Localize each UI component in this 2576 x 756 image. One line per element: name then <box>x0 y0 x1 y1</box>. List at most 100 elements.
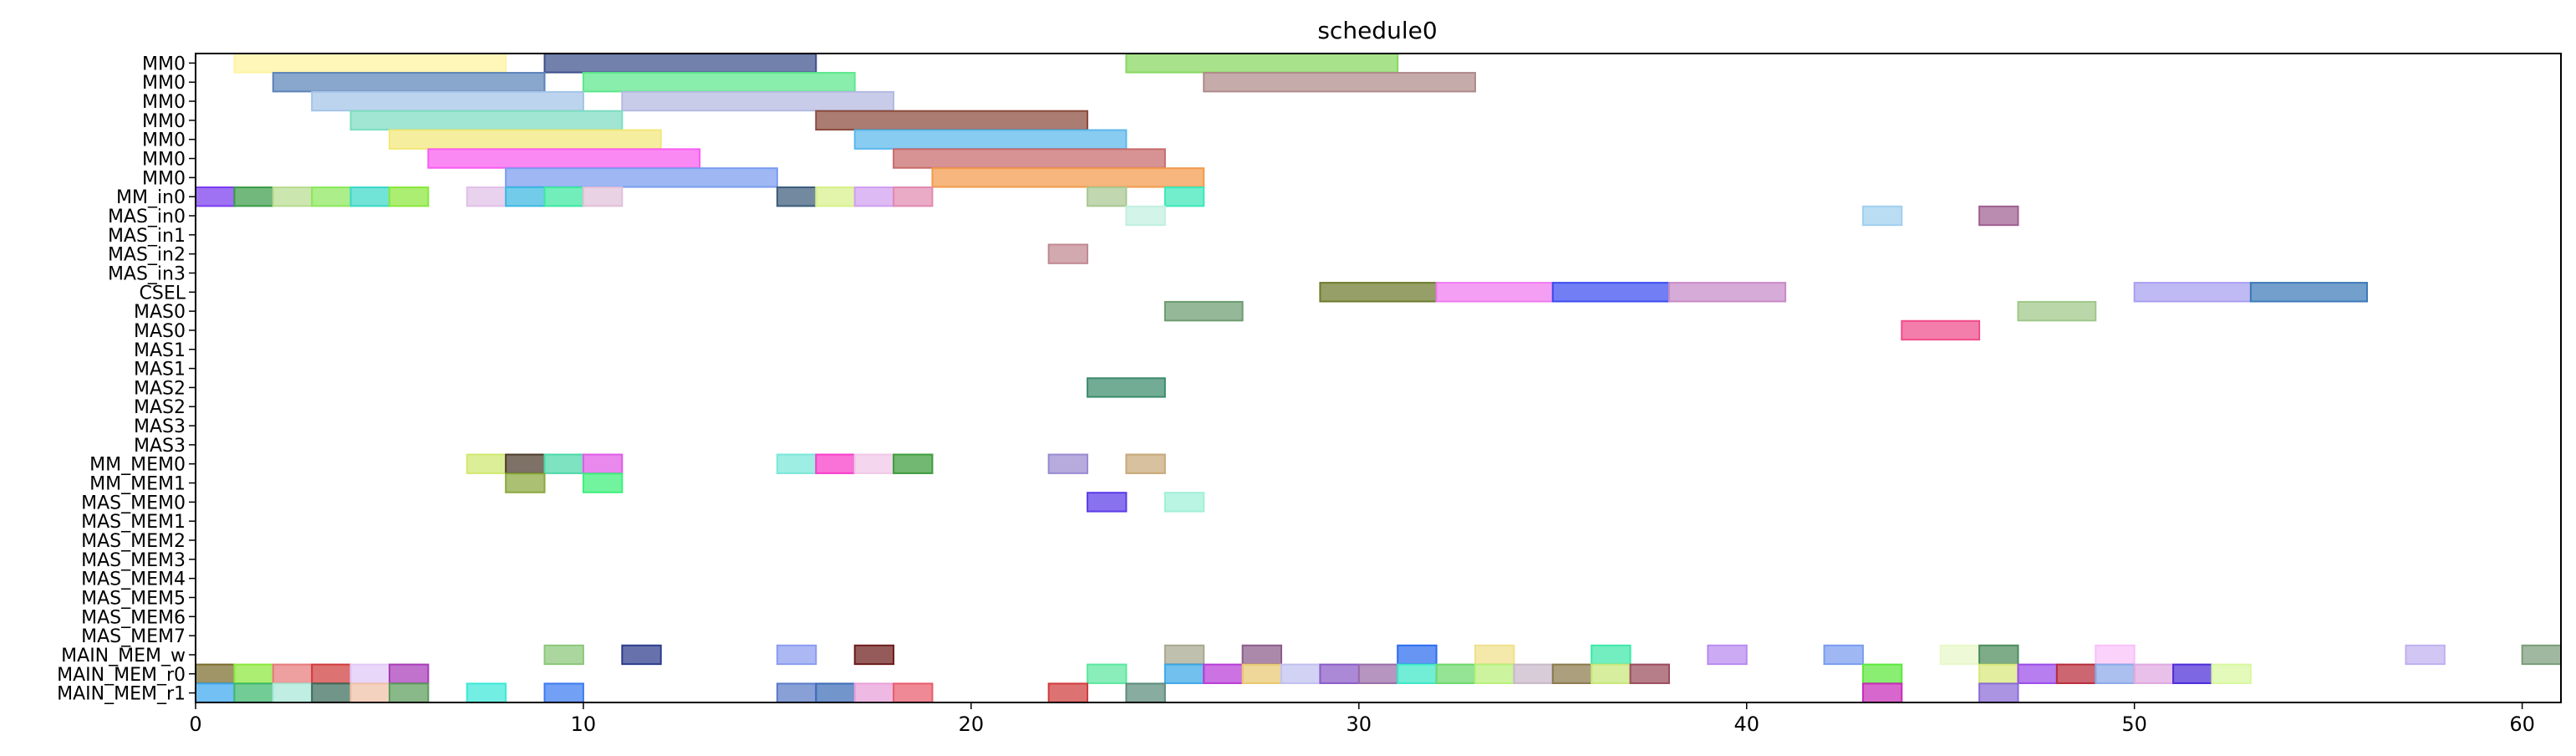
task-bar <box>1125 453 1166 474</box>
task-bar <box>1357 663 1399 684</box>
x-tick-label: 30 <box>1347 713 1372 736</box>
task-bar <box>582 72 856 93</box>
task-bar <box>1667 282 1787 303</box>
task-bar <box>1047 243 1089 264</box>
y-tick-label: MAS_MEM4 <box>81 570 186 590</box>
y-tick-label: MAS1 <box>134 360 186 381</box>
task-bar <box>1435 282 1554 303</box>
y-tick-label: MAS1 <box>134 340 186 361</box>
task-bar <box>233 53 507 74</box>
y-tick-label: MAS_MEM6 <box>81 607 186 628</box>
task-bar <box>815 110 1089 131</box>
chart-title: schedule0 <box>1317 17 1437 44</box>
task-bar <box>311 186 352 207</box>
task-bar <box>853 644 895 666</box>
task-bar <box>466 682 507 703</box>
y-tick-label: MAS0 <box>134 302 186 323</box>
y-tick-label: MAS2 <box>134 397 186 418</box>
task-bar <box>427 148 701 169</box>
task-bar <box>1397 663 1438 684</box>
task-bar <box>543 682 584 703</box>
task-bar <box>893 682 934 703</box>
y-tick-label: CSEL <box>140 283 186 304</box>
y-tick-label: MAS_MEM5 <box>81 588 186 609</box>
task-bar <box>1087 492 1128 513</box>
y-tick-label: MM0 <box>142 92 186 113</box>
task-bar <box>931 167 1205 188</box>
y-tick-label: MAS_MEM3 <box>81 550 186 571</box>
task-bar <box>505 453 546 474</box>
task-bar <box>272 186 313 207</box>
task-bar <box>1939 644 1981 666</box>
task-bar <box>388 663 430 684</box>
task-bar <box>349 663 390 684</box>
x-tick-label: 40 <box>1733 713 1759 736</box>
x-tick-label: 20 <box>959 713 985 736</box>
task-bar <box>1280 663 1321 684</box>
task-bar <box>582 186 624 207</box>
task-bar <box>311 90 584 112</box>
y-tick-label: MAS_MEM7 <box>81 626 186 647</box>
task-bar <box>1901 319 1981 341</box>
task-bar <box>1474 644 1515 666</box>
task-bar <box>466 186 507 207</box>
task-bar <box>1087 663 1128 684</box>
task-bar <box>1047 682 1089 703</box>
x-tick-label: 60 <box>2509 713 2535 736</box>
task-bar <box>1087 377 1166 398</box>
task-bar <box>2405 644 2446 666</box>
task-bar <box>893 453 934 474</box>
task-bar <box>388 186 430 207</box>
task-bar <box>1397 644 1438 666</box>
task-bar <box>349 186 390 207</box>
task-bar <box>505 472 546 493</box>
task-bar <box>1203 72 1476 93</box>
y-tick-label: MAS_in0 <box>108 207 186 227</box>
task-bar <box>2017 300 2097 322</box>
task-bar <box>1163 663 1205 684</box>
task-bar <box>853 186 895 207</box>
task-bar <box>2211 663 2252 684</box>
task-bar <box>1125 205 1166 227</box>
y-tick-label: MM0 <box>142 111 186 132</box>
x-tick-label: 50 <box>2121 713 2147 736</box>
task-bar <box>1125 682 1166 703</box>
task-bar <box>621 644 662 666</box>
task-bar <box>388 682 430 703</box>
task-bar <box>2172 663 2213 684</box>
y-tick-label: MM0 <box>142 73 186 94</box>
task-bar <box>1707 644 1748 666</box>
task-bar <box>1319 663 1360 684</box>
y-tick-label: MAS0 <box>134 321 186 342</box>
task-bar <box>853 453 895 474</box>
y-tick-label: MM0 <box>142 168 186 189</box>
task-bar <box>272 682 313 703</box>
task-bar <box>1551 663 1593 684</box>
task-bar <box>311 663 352 684</box>
task-bar <box>815 682 856 703</box>
task-bar <box>2249 282 2369 303</box>
y-tick-label: MAS_in3 <box>108 263 186 284</box>
task-bar <box>1241 644 1283 666</box>
y-tick-label: MM0 <box>142 130 186 151</box>
task-bar <box>1978 205 2019 227</box>
bars-layer <box>195 53 2562 703</box>
task-bar <box>2133 663 2175 684</box>
task-bar <box>1163 492 1205 513</box>
task-bar <box>815 186 856 207</box>
y-tick-label: MM0 <box>142 54 186 74</box>
task-bar <box>543 186 584 207</box>
task-bar <box>853 682 895 703</box>
task-bar <box>1163 186 1205 207</box>
task-bar <box>233 682 274 703</box>
task-bar <box>1629 663 1670 684</box>
task-bar <box>2095 663 2136 684</box>
task-bar <box>893 148 1166 169</box>
task-bar <box>2095 644 2136 666</box>
task-bar <box>1591 663 1632 684</box>
task-bar <box>815 453 856 474</box>
task-bar <box>776 453 817 474</box>
y-tick-label: MM_in0 <box>116 187 186 208</box>
task-bar <box>2017 663 2058 684</box>
